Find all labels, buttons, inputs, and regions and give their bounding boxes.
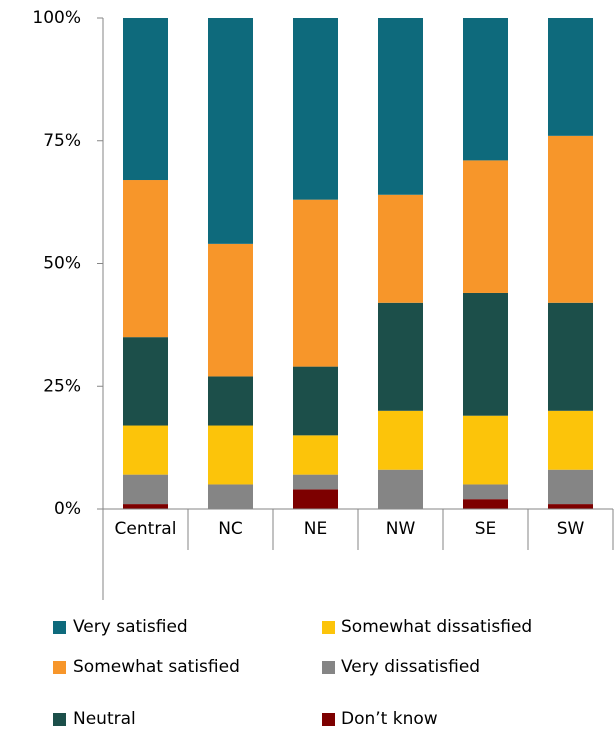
y-tick-label: 50% bbox=[43, 254, 81, 274]
bar-segment bbox=[463, 292, 508, 416]
bar-segment bbox=[208, 484, 253, 509]
bar-segment bbox=[548, 469, 593, 505]
bar-segment bbox=[463, 18, 508, 161]
bar-segment bbox=[123, 337, 168, 426]
legend-label: Somewhat dissatisfied bbox=[341, 617, 532, 637]
legend-label: Somewhat satisfied bbox=[73, 657, 240, 677]
bar-segment bbox=[463, 484, 508, 500]
bar-segment bbox=[293, 199, 338, 367]
bar-segment bbox=[208, 18, 253, 244]
bar-segment bbox=[378, 410, 423, 470]
x-tick-label: NE bbox=[304, 519, 327, 539]
bar-segment bbox=[548, 504, 593, 509]
bar-segment bbox=[548, 302, 593, 411]
bar-segment bbox=[123, 18, 168, 181]
bar-segment bbox=[463, 415, 508, 485]
legend-swatch bbox=[53, 661, 66, 674]
legend-swatch bbox=[322, 621, 335, 634]
bar-segment bbox=[293, 489, 338, 509]
bar-segment bbox=[293, 474, 338, 490]
bar-segment bbox=[208, 243, 253, 377]
y-tick-label: 0% bbox=[54, 499, 81, 519]
legend-swatch bbox=[53, 621, 66, 634]
legend-swatch bbox=[53, 713, 66, 726]
bar-segment bbox=[123, 180, 168, 338]
y-tick-label: 100% bbox=[32, 8, 81, 28]
bar-segment bbox=[293, 435, 338, 475]
bar-segment bbox=[123, 474, 168, 505]
bar-segment bbox=[378, 194, 423, 303]
bar-segment bbox=[548, 135, 593, 303]
legend-label: Neutral bbox=[73, 709, 136, 729]
bar-segment bbox=[123, 425, 168, 475]
legend-label: Don’t know bbox=[341, 709, 438, 729]
bar-segment bbox=[123, 504, 168, 509]
x-tick-label: NW bbox=[386, 519, 416, 539]
legend-swatch bbox=[322, 713, 335, 726]
bar-segment bbox=[378, 18, 423, 195]
bar-segment bbox=[548, 18, 593, 136]
legend-label: Very satisfied bbox=[73, 617, 188, 637]
bar-segment bbox=[293, 366, 338, 436]
x-tick-label: SE bbox=[475, 519, 497, 539]
bar-segment bbox=[463, 160, 508, 293]
bar-segment bbox=[378, 469, 423, 509]
y-tick-label: 25% bbox=[43, 376, 81, 396]
bar-segment bbox=[208, 425, 253, 485]
x-tick-label: SW bbox=[557, 519, 585, 539]
x-tick-label: Central bbox=[115, 519, 177, 539]
legend-swatch bbox=[322, 661, 335, 674]
x-tick-label: NC bbox=[218, 519, 243, 539]
bar-segment bbox=[378, 302, 423, 411]
legend-label: Very dissatisfied bbox=[341, 657, 480, 677]
bar-segment bbox=[463, 499, 508, 509]
bar-segment bbox=[208, 376, 253, 426]
bar-segment bbox=[548, 410, 593, 470]
y-tick-label: 75% bbox=[43, 131, 81, 151]
bar-segment bbox=[293, 18, 338, 200]
